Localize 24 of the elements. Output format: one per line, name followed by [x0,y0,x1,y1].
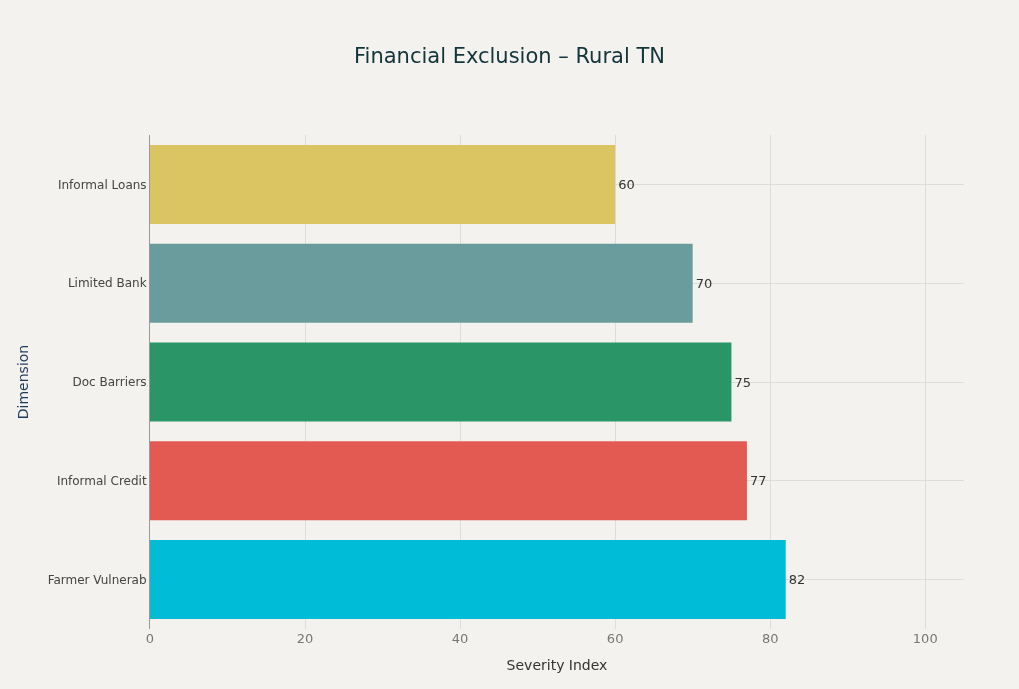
data-label: 77 [749,473,767,489]
y-tick-label: Farmer Vulnerab [47,572,147,587]
data-label: 75 [734,374,751,390]
y-tick-label: Informal Credit [56,474,147,488]
data-label: 82 [788,572,806,588]
y-axis-title: Dimension [15,344,32,420]
data-label: 70 [695,275,713,291]
x-tick-label: 0 [145,631,155,646]
y-tick-label: Doc Barriers [72,375,147,390]
y-tick-label: Limited Bank [67,276,147,291]
x-tick-label: 100 [912,631,938,646]
x-tick-label: 40 [451,631,469,646]
bar [150,342,732,422]
bar [150,144,616,224]
y-tick-label: Informal Loans [57,177,147,192]
bar [150,441,747,521]
x-tick-label: 60 [606,631,624,646]
chart-title: Financial Exclusion – Rural TN [354,43,665,68]
x-tick-label: 80 [761,631,779,646]
data-label: 60 [618,176,635,192]
x-tick-label: 20 [296,631,314,646]
bar [150,243,693,323]
bar [150,540,786,620]
x-axis-title: Severity Index [506,657,608,674]
